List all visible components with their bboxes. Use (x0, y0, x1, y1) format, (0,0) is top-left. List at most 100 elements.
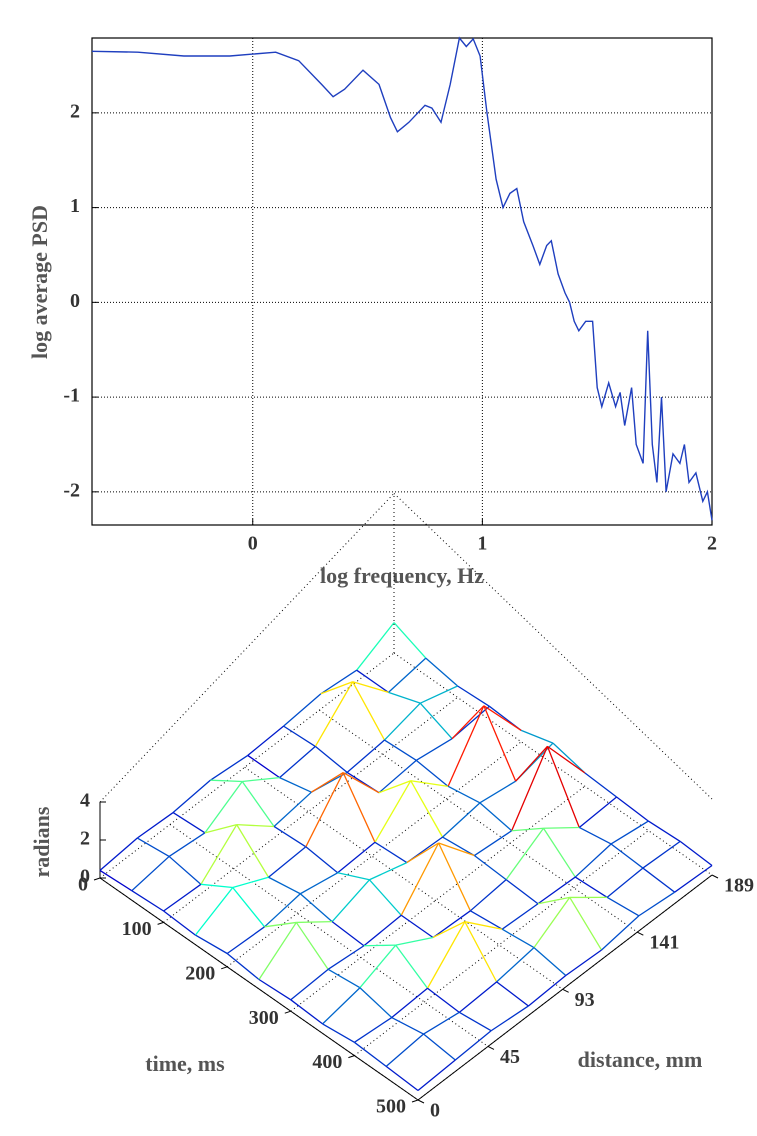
mesh-segment (410, 780, 444, 838)
mesh-segment (537, 876, 576, 905)
mesh-segment (131, 890, 164, 912)
plot-area (92, 38, 712, 525)
mesh-segment (236, 824, 270, 878)
distance-tick-label: 141 (649, 932, 679, 954)
mesh-segment (483, 705, 517, 782)
mesh-segment (606, 867, 644, 898)
mesh-segment (447, 785, 481, 804)
mesh-segment (232, 876, 269, 889)
mesh-segment (232, 887, 266, 928)
time-tick-label: 500 (376, 1096, 406, 1118)
mesh-segment (505, 879, 539, 905)
mesh-segment (322, 1023, 355, 1043)
z-axis-label: radians (29, 806, 54, 877)
mesh-segment (327, 968, 361, 989)
grid-line (290, 785, 586, 1012)
time-tick-label: 200 (185, 962, 215, 984)
y-tick-label: 2 (70, 100, 80, 122)
mesh-segment (479, 802, 513, 832)
mesh-segment (457, 685, 490, 707)
mesh-segment (342, 772, 380, 794)
mesh-segment (200, 883, 233, 889)
mesh-segment (268, 876, 301, 895)
mesh-segment (417, 1059, 456, 1092)
mesh-segment (204, 824, 237, 834)
distance-tick-label: 189 (724, 875, 754, 897)
mesh-segment (369, 862, 408, 881)
mesh-segment (268, 846, 307, 878)
mesh-segment (501, 903, 539, 930)
mesh-segment (533, 897, 571, 948)
mesh-segment (610, 820, 649, 845)
mesh-segment (546, 746, 580, 828)
mesh-segment (464, 921, 503, 930)
mesh-segment (447, 705, 485, 787)
mesh-segment (163, 883, 202, 912)
mesh-segment (483, 705, 522, 731)
mesh-segment (305, 846, 339, 874)
mesh-segment (363, 944, 396, 947)
mesh-segment (264, 921, 297, 928)
mesh-segment (137, 837, 170, 857)
mesh-segment (241, 781, 275, 827)
distance-tick-label: 93 (575, 989, 595, 1011)
y-axis-label: log average PSD (27, 205, 52, 359)
mesh-segment (601, 915, 640, 951)
mesh-segment (331, 921, 365, 947)
time-tick-label: 300 (249, 1007, 279, 1029)
mesh-segment (210, 754, 249, 781)
mesh-segment (305, 772, 344, 848)
mesh-segment (172, 811, 206, 834)
mesh-segment (432, 910, 471, 939)
tick-mark (417, 1099, 425, 1104)
mesh-segment (679, 840, 713, 867)
mesh-segment (290, 968, 329, 1001)
mesh-segment (578, 796, 618, 828)
mesh-segment (552, 742, 586, 774)
mesh-segment (415, 759, 449, 787)
mesh-segment (295, 922, 329, 970)
mesh-segment (479, 780, 517, 804)
mesh-segment (511, 827, 544, 832)
mesh-segment (342, 772, 376, 843)
mesh-segment (296, 920, 333, 924)
mesh-segment (406, 842, 439, 864)
mesh-segment (458, 981, 498, 1013)
mesh-segment (359, 944, 397, 989)
mesh-segment (533, 947, 567, 976)
mesh-segment (168, 855, 202, 885)
mesh-segment (314, 681, 354, 747)
mesh-segment (393, 622, 427, 659)
mesh-segment (384, 739, 417, 761)
mesh-segment (427, 987, 460, 1013)
mesh-segment (136, 812, 174, 839)
mesh-segment (320, 681, 353, 695)
mesh-segment (542, 827, 576, 878)
grid-line (169, 824, 489, 1047)
tick-mark (637, 931, 644, 936)
time-axis-label: time, ms (145, 1051, 225, 1076)
mesh-segment (374, 780, 412, 843)
tick-mark (284, 1010, 291, 1014)
mesh-segment (565, 949, 602, 977)
grid-line (354, 830, 649, 1056)
mesh-segment (574, 876, 608, 898)
mesh-segment (378, 780, 411, 794)
mesh-segment (322, 987, 361, 1025)
mesh-segment (410, 780, 449, 787)
mesh-segment (520, 729, 554, 744)
time-tick-label: 0 (78, 874, 88, 896)
mesh-segment (374, 841, 408, 864)
grid-line (99, 652, 395, 879)
mesh-segment (290, 999, 323, 1025)
x-axis-label: log frequency, Hz (320, 563, 484, 588)
mesh-segment (337, 872, 370, 881)
mesh-segment (496, 981, 529, 1007)
mesh-segment (610, 843, 644, 869)
x-tick-label: 1 (477, 533, 487, 555)
mesh-segment (279, 777, 312, 793)
mesh-segment (363, 914, 402, 947)
mesh-segment (423, 1033, 456, 1061)
grid-line (417, 874, 713, 1101)
